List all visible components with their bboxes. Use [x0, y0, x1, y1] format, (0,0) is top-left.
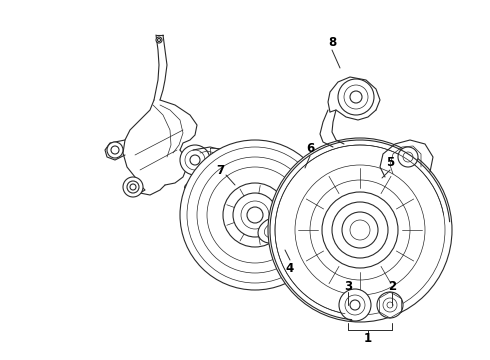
Polygon shape — [270, 140, 450, 319]
Text: 3: 3 — [344, 279, 352, 292]
Text: 5: 5 — [386, 156, 394, 168]
Circle shape — [180, 140, 330, 290]
Ellipse shape — [258, 217, 292, 243]
Circle shape — [233, 193, 277, 237]
Text: 8: 8 — [328, 36, 336, 49]
Circle shape — [157, 39, 161, 41]
Ellipse shape — [190, 178, 217, 188]
Ellipse shape — [269, 226, 281, 234]
Circle shape — [187, 147, 323, 283]
Circle shape — [190, 155, 200, 165]
Circle shape — [127, 181, 139, 193]
Circle shape — [247, 207, 263, 223]
Text: 6: 6 — [306, 141, 314, 154]
Circle shape — [107, 142, 123, 158]
Circle shape — [377, 292, 403, 318]
Circle shape — [156, 37, 162, 43]
Circle shape — [342, 212, 378, 248]
Circle shape — [350, 220, 370, 240]
Circle shape — [310, 180, 410, 280]
Circle shape — [338, 79, 374, 115]
Circle shape — [322, 192, 398, 268]
Circle shape — [123, 177, 143, 197]
Circle shape — [383, 298, 397, 312]
Circle shape — [130, 184, 136, 190]
Circle shape — [207, 167, 303, 263]
Circle shape — [197, 157, 313, 273]
Circle shape — [241, 201, 269, 229]
Circle shape — [345, 295, 365, 315]
Circle shape — [185, 150, 205, 170]
Circle shape — [398, 147, 418, 167]
Circle shape — [350, 300, 360, 310]
Circle shape — [275, 145, 445, 315]
Ellipse shape — [185, 175, 221, 190]
Circle shape — [223, 183, 287, 247]
Text: 7: 7 — [216, 163, 224, 176]
Circle shape — [339, 289, 371, 321]
Circle shape — [268, 138, 452, 322]
Text: 1: 1 — [364, 332, 372, 345]
Circle shape — [332, 202, 388, 258]
Text: 4: 4 — [286, 261, 294, 274]
Circle shape — [111, 146, 119, 154]
Circle shape — [403, 152, 413, 162]
Circle shape — [344, 85, 368, 109]
Circle shape — [350, 91, 362, 103]
Circle shape — [295, 165, 425, 295]
Ellipse shape — [264, 222, 286, 238]
Circle shape — [387, 302, 393, 308]
Text: 2: 2 — [388, 279, 396, 292]
Circle shape — [180, 145, 210, 175]
